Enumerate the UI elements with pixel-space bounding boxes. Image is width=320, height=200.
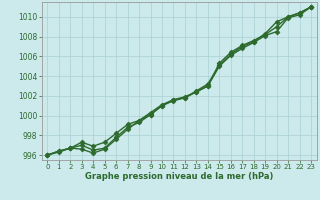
X-axis label: Graphe pression niveau de la mer (hPa): Graphe pression niveau de la mer (hPa): [85, 172, 273, 181]
